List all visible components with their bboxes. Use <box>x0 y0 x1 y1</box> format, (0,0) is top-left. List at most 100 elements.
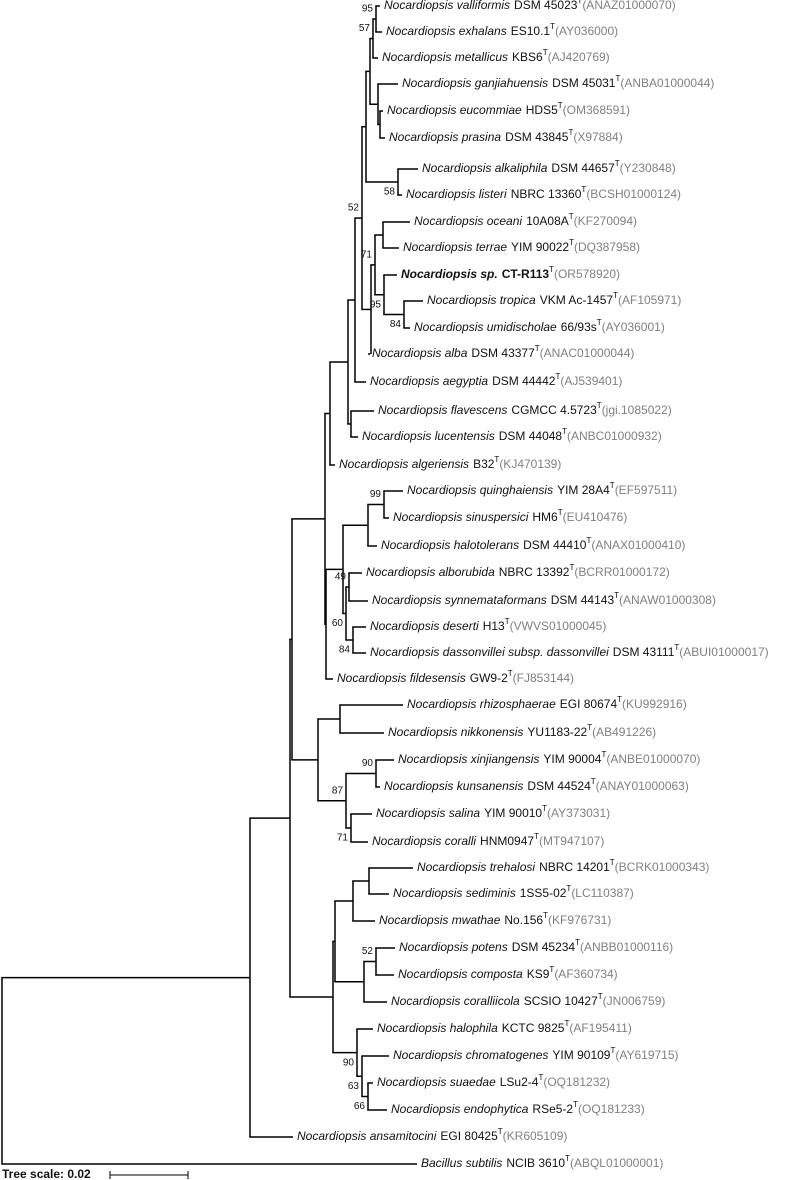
bootstrap-value: 58 <box>384 187 396 198</box>
accession: (AF105971) <box>618 293 681 307</box>
strain: VKM Ac-1457 <box>540 293 614 307</box>
strain: No.156 <box>504 913 543 927</box>
strain: GW9-2 <box>470 671 508 685</box>
leaf-label: Nocardiopsis ganjiahuensis DSM 45031T(ANB… <box>402 74 714 90</box>
leaf-label: Nocardiopsis chromatogenes YIM 90109T(AY6… <box>393 1046 679 1062</box>
taxon-name: Nocardiopsis fildesensis <box>337 671 466 685</box>
taxon-name: Nocardiopsis deserti <box>370 619 479 633</box>
taxon-name: Nocardiopsis eucommiae <box>387 103 522 117</box>
type-strain-mark: T <box>615 74 620 83</box>
taxon-name: Nocardiopsis lucentensis <box>362 429 495 443</box>
accession: (BCSH01000124) <box>586 187 681 201</box>
strain: DSM 43377 <box>471 346 535 360</box>
leaf-label: Nocardiopsis rhizosphaerae EGI 80674T(KU9… <box>407 695 687 711</box>
strain: SCSIO 10427 <box>524 994 598 1008</box>
leaf-label: Nocardiopsis terrae YIM 90022T(DQ387958) <box>403 238 640 254</box>
leaf-label: Nocardiopsis prasina DSM 43845T(X97884) <box>389 128 623 144</box>
strain: NBRC 13392 <box>499 565 570 579</box>
bootstrap-value: 49 <box>335 572 347 583</box>
type-strain-mark: T <box>614 591 619 600</box>
accession: (ABQL01000001) <box>570 1156 663 1170</box>
type-strain-mark: T <box>575 938 580 947</box>
type-strain-mark: T <box>610 858 615 867</box>
accession: (AY373031) <box>547 806 610 820</box>
strain: H13 <box>483 619 505 633</box>
leaf-label: Nocardiopsis deserti H13T(VWVS01000045) <box>370 617 606 633</box>
strain: NBRC 14201 <box>539 860 610 874</box>
leaf-label: Nocardiopsis salina YIM 90010T(AY373031) <box>376 804 610 820</box>
leaf-label: Nocardiopsis sinuspersici HM6T(EU410476) <box>393 508 627 524</box>
strain: HM6 <box>532 510 558 524</box>
leaf-label: Nocardiopsis alba DSM 43377T(ANAC01000044… <box>372 344 634 360</box>
accession: (X97884) <box>573 130 622 144</box>
accession: (MT947107) <box>539 834 604 848</box>
strain: 1SS5-02 <box>520 886 567 900</box>
type-strain-mark: T <box>565 1154 570 1163</box>
accession: (ABUI01000017) <box>679 645 768 659</box>
type-strain-mark: T <box>564 1019 569 1028</box>
type-strain-mark: T <box>562 427 567 436</box>
accession: (KF270094) <box>574 214 637 228</box>
type-strain-mark: T <box>586 536 591 545</box>
accession: (LC110387) <box>571 886 633 900</box>
strain: EGI 80425 <box>440 1129 498 1143</box>
leaf-label: Nocardiopsis coralli HNM0947T(MT947107) <box>372 832 604 848</box>
accession: (KR605109) <box>503 1129 568 1143</box>
leaf-label: Nocardiopsis synnemataformans DSM 44143T(… <box>372 591 716 607</box>
type-strain-mark: T <box>569 563 574 572</box>
type-strain-mark: T <box>610 481 615 490</box>
type-strain-mark: T <box>573 1100 578 1109</box>
taxon-name: Nocardiopsis oceani <box>414 214 522 228</box>
type-strain-mark: T <box>549 265 554 274</box>
strain: DSM 44524 <box>527 779 591 793</box>
type-strain-mark: T <box>569 212 574 221</box>
accession: (Y230848) <box>620 161 676 175</box>
strain: DSM 44442 <box>492 374 556 388</box>
leaf-label: Nocardiopsis nikkonensis YU1183-22T(AB491… <box>388 723 656 739</box>
bootstrap-value: 66 <box>354 1101 366 1112</box>
accession: (KF976731) <box>548 913 611 927</box>
leaf-label: Nocardiopsis umidischolae 66/93sT(AY03600… <box>414 318 665 334</box>
leaf-label: Nocardiopsis metallicus KBS6T(AJ420769) <box>382 48 610 64</box>
accession: (OR578920) <box>554 267 620 281</box>
leaf-label: Nocardiopsis trehalosi NBRC 14201T(BCRK01… <box>417 858 709 874</box>
strain: CGMCC 4.5723 <box>511 403 597 417</box>
type-strain-mark: T <box>613 291 618 300</box>
taxon-name: Nocardiopsis salina <box>376 806 480 820</box>
taxon-name: Nocardiopsis potens <box>399 940 508 954</box>
leaf-label: Nocardiopsis potens DSM 45234T(ANBB010001… <box>399 938 673 954</box>
accession: (AB491226) <box>592 725 656 739</box>
accession: (BCRR01000172) <box>574 565 669 579</box>
leaf-label: Nocardiopsis sediminis 1SS5-02T(LC110387) <box>393 884 634 900</box>
bootstrap-value: 87 <box>332 785 344 796</box>
leaf-label: Nocardiopsis alborubida NBRC 13392T(BCRR0… <box>366 563 670 579</box>
type-strain-mark: T <box>568 128 573 137</box>
strain: DSM 45031 <box>552 76 616 90</box>
type-strain-mark: T <box>577 0 582 5</box>
type-strain-mark: T <box>617 695 622 704</box>
strain: CT-R113 <box>502 267 550 281</box>
strain: DSM 44410 <box>523 538 587 552</box>
strain: NCIB 3610 <box>506 1156 565 1170</box>
accession: (BCRK01000343) <box>615 860 710 874</box>
taxon-name: Nocardiopsis alba <box>372 346 468 360</box>
strain: YIM 90022 <box>511 240 569 254</box>
bootstrap-value: 90 <box>343 1057 355 1068</box>
strain: KS9 <box>527 967 550 981</box>
taxon-name: Nocardiopsis trehalosi <box>417 860 535 874</box>
taxon-name: Nocardiopsis dassonvillei subsp. dassonv… <box>370 645 609 659</box>
accession: (AF195411) <box>569 1021 631 1035</box>
bootstrap-value: 52 <box>348 203 360 214</box>
type-strain-mark: T <box>581 185 586 194</box>
strain: DSM 45023 <box>514 0 578 12</box>
taxon-name: Nocardiopsis algeriensis <box>339 457 469 471</box>
taxon-name: Nocardiopsis umidischolae <box>414 320 557 334</box>
accession: (ANBE01000070) <box>606 752 700 766</box>
type-strain-mark: T <box>534 832 539 841</box>
strain: ES10.1 <box>511 24 551 38</box>
type-strain-mark: T <box>498 1127 503 1136</box>
taxon-name: Nocardiopsis terrae <box>403 240 507 254</box>
accession: (ANAC01000044) <box>540 346 635 360</box>
type-strain-mark: T <box>569 238 574 247</box>
